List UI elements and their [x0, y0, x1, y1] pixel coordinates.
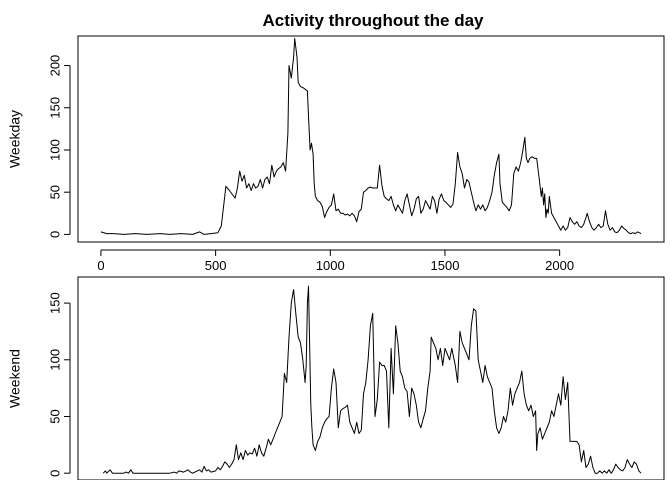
weekday-y-axis: 0 50 100 150 200 [47, 55, 71, 238]
weekend-y-axis: 0 50 100 150 [47, 292, 71, 477]
weekend-y-tick-label: 150 [47, 292, 62, 314]
weekday-x-tick-label: 1500 [431, 258, 460, 273]
weekday-y-tick-label: 50 [47, 185, 62, 199]
weekday-y-tick-label: 100 [47, 139, 62, 161]
weekday-x-tick-label: 2000 [545, 258, 574, 273]
weekday-x-tick-label: 1000 [316, 258, 345, 273]
weekday-activity-line [100, 38, 642, 235]
weekend-y-tick-label: 50 [47, 409, 62, 423]
chart-title: Activity throughout the day [263, 11, 485, 30]
weekday-x-tick-label: 0 [97, 258, 104, 273]
weekday-x-axis: 0 500 1000 1500 2000 [97, 249, 574, 273]
weekday-y-tick-label: 200 [47, 55, 62, 77]
weekend-activity-line [102, 285, 642, 474]
weekend-panel: Weekend 0 50 100 150 [7, 276, 665, 480]
weekday-y-tick-label: 0 [47, 231, 62, 238]
weekday-plot-frame [77, 35, 665, 243]
weekday-panel: Weekday 0 50 100 150 200 0 500 1000 1500 2000 [7, 35, 665, 273]
weekend-y-tick-label: 100 [47, 349, 62, 371]
weekend-plot-frame [77, 276, 665, 480]
weekend-y-tick-label: 0 [47, 470, 62, 477]
weekday-y-tick-label: 150 [47, 97, 62, 119]
weekend-y-axis-label: Weekend [7, 349, 23, 408]
weekday-x-tick-label: 500 [205, 258, 227, 273]
weekday-y-axis-label: Weekday [7, 110, 23, 168]
